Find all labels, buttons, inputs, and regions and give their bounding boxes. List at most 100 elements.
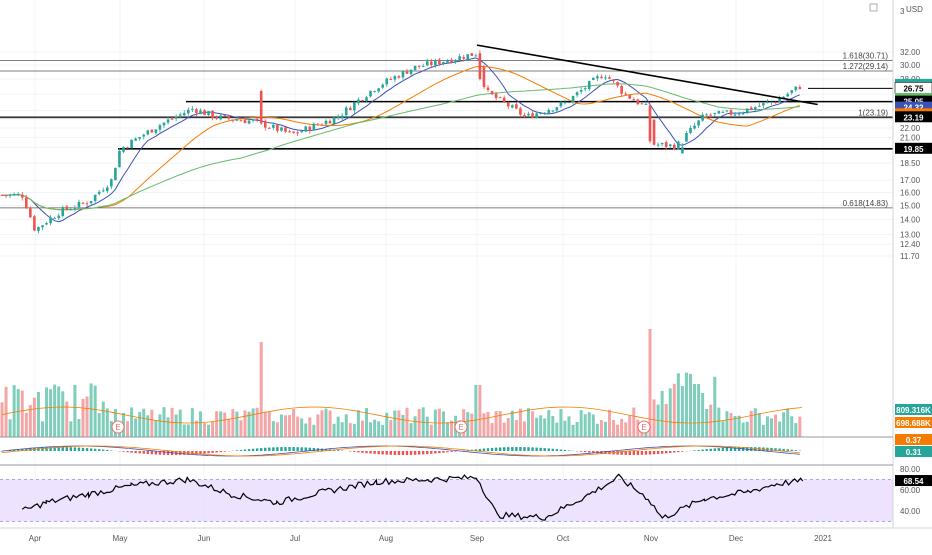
candle-body	[616, 82, 619, 86]
volume-bar	[235, 412, 238, 437]
candle-body	[70, 209, 73, 210]
candle-body	[175, 117, 178, 119]
macd-histogram-bar	[738, 447, 740, 451]
macd-histogram-bar	[629, 451, 631, 455]
volume-bar	[616, 425, 619, 437]
macd-histogram-bar	[260, 448, 262, 451]
trendline[interactable]	[477, 45, 818, 104]
volume-bar	[442, 411, 445, 437]
candle-body	[645, 104, 648, 105]
macd-histogram-bar	[414, 451, 416, 455]
macd-histogram-bar	[305, 447, 307, 451]
candle-body	[90, 201, 93, 203]
volume-bar	[588, 412, 591, 437]
candle-body	[499, 97, 502, 98]
macd-histogram-bar	[422, 451, 424, 454]
macd-histogram-bar	[236, 450, 238, 451]
volume-bar	[57, 386, 60, 437]
macd-histogram-bar	[580, 451, 582, 452]
candle-body	[608, 77, 611, 79]
candle-body	[576, 92, 579, 95]
candle-body	[385, 78, 388, 84]
candle-body	[515, 104, 518, 108]
macd-histogram-bar	[110, 450, 112, 451]
candle-body	[240, 120, 243, 121]
candle-body	[25, 198, 28, 209]
candle-body	[511, 105, 514, 107]
volume-bar	[401, 415, 404, 437]
macd-histogram-bar	[434, 451, 436, 454]
candle-body	[17, 194, 20, 195]
volume-bar	[158, 414, 161, 437]
volume-bar	[685, 373, 688, 437]
macd-histogram-bar	[98, 449, 100, 451]
volume-bar	[430, 425, 433, 437]
candle-body	[466, 54, 469, 60]
macd-histogram-bar	[499, 447, 501, 451]
macd-histogram-bar	[693, 450, 695, 451]
macd-histogram-bar	[373, 451, 375, 454]
candle-body	[535, 113, 538, 118]
price-tick-label: 3	[900, 7, 905, 16]
candle-body	[114, 168, 117, 180]
time-tick-label: 2021	[814, 534, 832, 543]
macd-histogram-bar	[539, 448, 541, 451]
macd-histogram-bar	[718, 448, 720, 451]
macd-histogram-bar	[438, 451, 440, 453]
macd-histogram-bar	[122, 451, 124, 452]
volume-bar	[369, 422, 372, 437]
candle-body	[110, 179, 113, 186]
candle-body	[426, 61, 429, 65]
volume-bar	[82, 399, 85, 437]
volume-bar	[333, 424, 336, 437]
macd-histogram-bar	[365, 451, 367, 453]
volume-bar	[337, 417, 340, 437]
time-tick-label: Jul	[290, 534, 300, 543]
volume-bar	[547, 410, 550, 437]
volume-bar	[203, 423, 206, 437]
price-tick-label: 30.00	[900, 61, 921, 70]
volume-bar	[325, 409, 328, 437]
candle-body	[118, 151, 121, 167]
volume-bar	[511, 411, 514, 437]
candle-body	[280, 127, 283, 130]
volume-bar	[199, 411, 202, 437]
volume-bar	[13, 385, 16, 437]
candle-body	[130, 140, 133, 148]
candle-body	[556, 107, 559, 110]
macd-histogram-bar	[507, 447, 509, 451]
macd-histogram-bar	[151, 451, 153, 454]
volume-bar	[612, 420, 615, 437]
trendline-segment[interactable]	[477, 45, 818, 104]
volume-bar	[77, 419, 80, 437]
macd-histogram-bar	[276, 447, 278, 451]
volume-bar	[539, 415, 542, 437]
rsi-tick-label: 80.00	[900, 465, 921, 474]
volume-bar	[721, 421, 724, 437]
candle-body	[1, 195, 4, 196]
axes: 32.0030.0028.0026.0024.0023.0022.0021.00…	[0, 0, 932, 543]
macd-histogram-bar	[353, 451, 355, 452]
volume-bar	[219, 411, 222, 437]
macd-histogram-bar	[402, 451, 404, 455]
candle-body	[568, 102, 571, 103]
candle-body	[653, 120, 656, 145]
candle-body	[693, 126, 696, 129]
volume-bar	[750, 411, 753, 437]
candle-body	[276, 125, 279, 131]
candle-body	[701, 115, 704, 121]
macd-histogram-bar	[714, 448, 716, 451]
volume-bar	[418, 409, 421, 437]
macd-histogram-bar	[657, 451, 659, 454]
volume-bar	[669, 388, 672, 437]
candle-body	[13, 194, 16, 195]
macd-histogram-bar	[240, 450, 242, 451]
volume-bar	[98, 413, 101, 437]
candle-body	[377, 88, 380, 91]
candle-body	[799, 87, 802, 89]
macd-histogram-bar	[78, 448, 80, 451]
settings-icon[interactable]	[870, 4, 877, 11]
volume-bar	[746, 422, 749, 437]
